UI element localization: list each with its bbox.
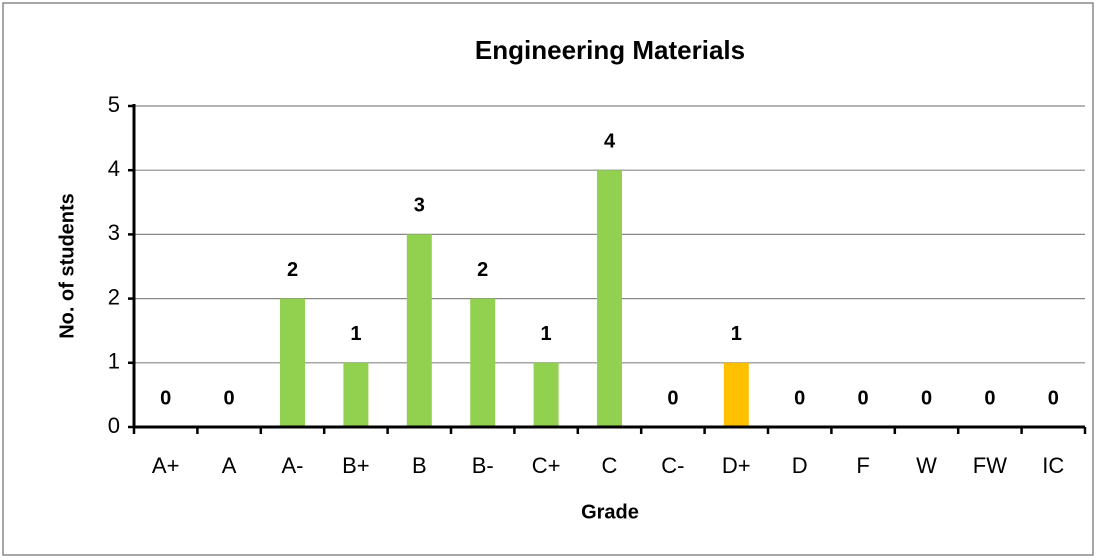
bar xyxy=(280,298,305,427)
data-label: 0 xyxy=(160,387,171,409)
bar xyxy=(723,362,749,427)
bar xyxy=(533,362,559,427)
y-tick-label: 0 xyxy=(108,413,120,438)
data-label: 1 xyxy=(350,323,361,345)
x-tick-label: C- xyxy=(661,453,684,478)
x-tick-label: B- xyxy=(472,453,494,478)
x-tick-label: A+ xyxy=(152,453,180,478)
x-tick-label: B xyxy=(412,453,427,478)
bar xyxy=(343,362,369,427)
y-tick-label: 3 xyxy=(108,220,120,245)
data-label: 0 xyxy=(858,387,869,409)
y-tick-label: 5 xyxy=(108,92,120,117)
bar xyxy=(406,234,432,427)
chart-title: Engineering Materials xyxy=(475,35,745,65)
x-tick-label: F xyxy=(856,453,869,478)
x-tick-label: FW xyxy=(973,453,1007,478)
data-label: 1 xyxy=(731,323,742,345)
x-tick-label: C xyxy=(602,453,618,478)
x-tick-label: IC xyxy=(1042,453,1064,478)
y-axis-label: No. of students xyxy=(56,193,78,339)
data-label: 1 xyxy=(541,323,552,345)
x-tick-label: C+ xyxy=(532,453,561,478)
data-label: 4 xyxy=(604,130,616,152)
data-label: 2 xyxy=(477,259,488,281)
data-label: 0 xyxy=(921,387,932,409)
data-label: 0 xyxy=(794,387,805,409)
data-label: 0 xyxy=(667,387,678,409)
data-label: 0 xyxy=(984,387,995,409)
x-tick-label: A- xyxy=(282,453,304,478)
data-label: 0 xyxy=(1048,387,1059,409)
data-label: 0 xyxy=(224,387,235,409)
data-label: 3 xyxy=(414,195,425,217)
x-tick-label: A xyxy=(222,453,237,478)
y-tick-label: 4 xyxy=(108,156,120,181)
bar xyxy=(470,298,496,427)
x-tick-label: W xyxy=(916,453,937,478)
bar xyxy=(597,170,622,427)
x-tick-label: B+ xyxy=(342,453,370,478)
data-label: 2 xyxy=(287,259,298,281)
y-tick-label: 1 xyxy=(108,349,120,374)
x-tick-label: D+ xyxy=(722,453,751,478)
x-axis-label: Grade xyxy=(581,501,639,523)
x-tick-label: D xyxy=(792,453,808,478)
y-tick-label: 2 xyxy=(108,284,120,309)
